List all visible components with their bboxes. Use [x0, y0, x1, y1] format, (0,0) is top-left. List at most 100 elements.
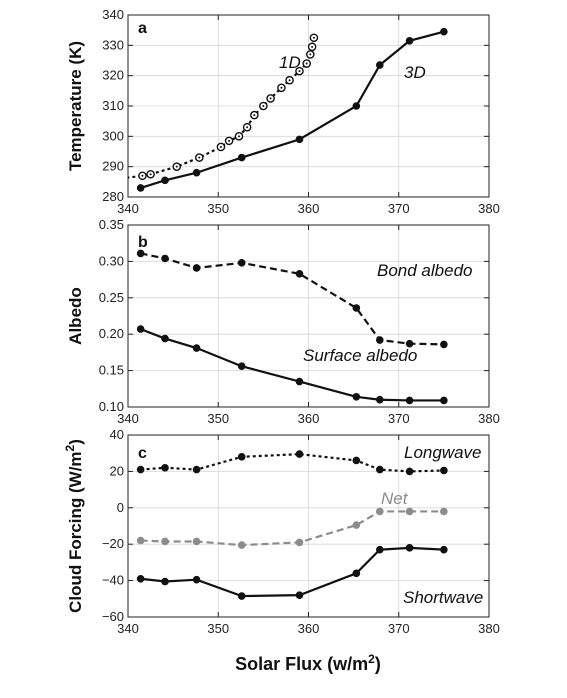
x-tick-label: 350 — [207, 201, 229, 216]
series-longwave: Longwave — [136, 443, 482, 476]
series-1d: 1D — [128, 33, 319, 181]
x-axis-title-sup: 2 — [368, 652, 375, 666]
data-point — [237, 153, 246, 162]
y-tick-label: 310 — [102, 98, 124, 113]
series-net: Net — [136, 489, 448, 549]
series-label: 3D — [404, 63, 426, 82]
data-point — [136, 465, 145, 474]
data-point — [161, 334, 169, 343]
y-tick-label: 0.30 — [99, 253, 124, 268]
data-point — [405, 507, 414, 516]
series-line — [140, 252, 444, 346]
data-point — [237, 592, 246, 600]
data-point — [405, 467, 414, 476]
data-point-center — [141, 174, 144, 177]
data-point-center — [149, 173, 152, 176]
data-point — [192, 465, 201, 474]
y-tick-label: 340 — [102, 7, 124, 22]
data-point — [352, 521, 361, 529]
data-point — [192, 537, 201, 546]
y-tick-label: 280 — [102, 189, 124, 204]
x-tick-label: 380 — [478, 621, 500, 636]
data-point — [295, 450, 304, 458]
data-point — [136, 536, 145, 545]
x-tick-label: 370 — [388, 621, 410, 636]
panel-letter: c — [138, 445, 147, 462]
data-point — [352, 393, 361, 401]
y-axis-title-main: Temperature (K) — [66, 41, 85, 171]
data-point — [237, 541, 246, 549]
data-point-center — [298, 70, 301, 73]
data-point — [375, 465, 384, 474]
y-tick-label: −40 — [102, 573, 124, 588]
data-point — [237, 453, 246, 461]
y-axis-title-main: Albedo — [66, 287, 85, 345]
data-point — [136, 574, 145, 583]
data-point — [440, 466, 448, 475]
series-label: Surface albedo — [303, 346, 417, 365]
data-point — [136, 325, 145, 333]
data-point — [237, 362, 246, 371]
data-point-center — [198, 156, 201, 159]
y-axis-title: Cloud Forcing (W/m2) — [63, 439, 85, 613]
plot-frame — [127, 434, 490, 618]
data-point-center — [311, 45, 314, 48]
data-point — [440, 507, 448, 516]
x-tick-label: 340 — [117, 201, 139, 216]
data-point — [375, 507, 384, 516]
x-tick-label: 360 — [298, 411, 320, 426]
data-point — [161, 176, 169, 185]
data-point-center — [309, 53, 312, 56]
data-point — [352, 102, 361, 110]
y-tick-label: 290 — [102, 159, 124, 174]
y-tick-label: 300 — [102, 128, 124, 143]
y-tick-label: 0.25 — [99, 290, 124, 305]
data-point-center — [228, 139, 231, 142]
data-point — [440, 396, 448, 405]
data-point — [440, 340, 448, 349]
panel-b: 340 350 360 370 380 0.10 0.15 0.20 0.25 0.30 0.35 A… — [66, 217, 500, 426]
y-tick-label: 0 — [117, 500, 124, 515]
panel-letter: a — [138, 20, 147, 37]
data-point — [375, 395, 384, 404]
panel-c: 340 350 360 370 380 −60 −40 −20 0 20 40 Cloud Forci… — [63, 427, 500, 636]
y-axis-title: Albedo — [66, 287, 85, 345]
data-point — [295, 269, 304, 278]
series-shortwave: Shortwave — [136, 544, 483, 607]
plot-frame — [127, 14, 490, 198]
series-label: 1D — [279, 53, 301, 72]
y-axis-title: Temperature (K) — [66, 41, 85, 171]
data-point-center — [269, 97, 272, 100]
data-point — [405, 544, 414, 552]
y-tick-label: 0.10 — [99, 399, 124, 414]
y-tick-label: 20 — [110, 463, 124, 478]
data-point-center — [175, 165, 178, 168]
data-point — [161, 254, 169, 263]
panel-a: 340 350 360 370 380 280 290 300 310 320 330 340 Temp… — [66, 7, 500, 216]
x-tick-label: 380 — [478, 201, 500, 216]
series-3d: 3D — [136, 27, 448, 192]
data-point — [405, 339, 414, 348]
x-tick-label: 350 — [207, 411, 229, 426]
x-axis-title-close: ) — [375, 654, 381, 674]
plot-frame — [127, 224, 490, 408]
data-point-center — [253, 114, 256, 117]
series-bond-albedo: Bond albedo — [136, 249, 472, 349]
y-tick-label: −60 — [102, 609, 124, 624]
series-surface-albedo: Surface albedo — [136, 325, 448, 405]
x-axis-title-main: Solar Flux (w/m — [235, 654, 368, 674]
x-tick-label: 360 — [298, 621, 320, 636]
y-tick-label: 330 — [102, 37, 124, 52]
y-tick-label: 0.20 — [99, 326, 124, 341]
x-tick-label: 340 — [117, 621, 139, 636]
y-tick-label: −20 — [102, 536, 124, 551]
data-point — [161, 537, 169, 546]
data-point — [192, 168, 201, 177]
data-point — [375, 336, 384, 344]
data-point-center — [238, 135, 241, 138]
data-point — [161, 577, 169, 586]
data-point — [295, 538, 304, 547]
x-axis-title: Solar Flux (w/m2) — [235, 652, 381, 674]
data-point — [352, 456, 361, 465]
